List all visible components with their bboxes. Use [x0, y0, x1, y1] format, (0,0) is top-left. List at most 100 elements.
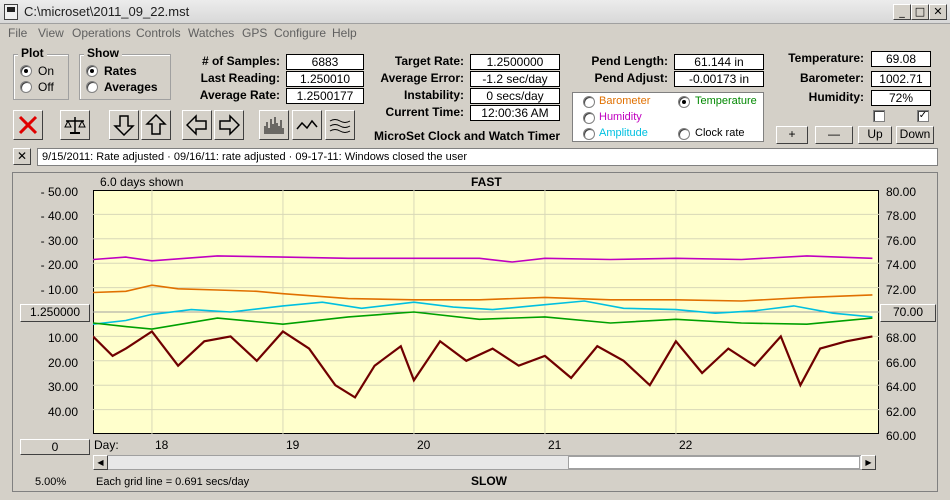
right-axis-tick: 60.00 — [886, 429, 917, 443]
left-arrow-button[interactable] — [182, 110, 212, 140]
pend-adjust-field: -0.00173 in — [674, 71, 764, 87]
menu-view[interactable]: View — [38, 26, 64, 40]
target-rate-label: Target Rate: — [394, 54, 464, 68]
menu-help[interactable]: Help — [332, 26, 357, 40]
menu-bar: File View Operations Controls Watches GP… — [0, 24, 950, 44]
barometer-radio[interactable] — [583, 96, 595, 108]
samples-field: 6883 — [286, 54, 364, 70]
show-averages-label: Averages — [104, 80, 158, 94]
window-title: C:\microset\2011_09_22.mst — [24, 4, 190, 19]
instability-label: Instability: — [403, 88, 464, 102]
maximize-button[interactable]: □ — [911, 4, 929, 20]
target-rate-field: 1.2500000 — [470, 54, 560, 70]
temperature-series — [93, 311, 873, 330]
line-graph-icon — [296, 119, 318, 130]
balance-scale-icon — [64, 117, 86, 134]
pend-length-label: Pend Length: — [591, 54, 668, 68]
plot-off-radio[interactable] — [20, 81, 32, 93]
humidity-checkbox-right[interactable]: ✓ — [917, 110, 929, 122]
left-axis-tick: 30.00 — [47, 380, 78, 395]
right-axis-tick: 64.00 — [886, 380, 917, 395]
histogram-icon — [264, 117, 284, 134]
left-center-value-box[interactable]: 1.250000 — [20, 304, 90, 322]
balance-button[interactable] — [60, 110, 90, 140]
temperature-field: 69.08 — [871, 51, 931, 67]
line-graph-button[interactable] — [292, 110, 322, 140]
pend-length-field: 61.144 in — [674, 54, 764, 70]
current-time-label: Current Time: — [385, 105, 464, 119]
temperature-radio[interactable] — [678, 96, 690, 108]
left-axis-tick: - 50.00 — [40, 185, 78, 199]
fast-label: FAST — [471, 175, 502, 189]
left-bottom-value-box[interactable]: 0 — [20, 439, 90, 455]
menu-configure[interactable]: Configure — [274, 26, 327, 40]
scale-down-button[interactable]: Down — [896, 126, 934, 144]
barometer-series — [93, 284, 873, 302]
show-averages-radio[interactable] — [86, 81, 98, 93]
pend-adjust-label: Pend Adjust: — [594, 71, 668, 85]
right-axis-tick: 72.00 — [886, 282, 917, 297]
scroll-left-icon[interactable]: ◀ — [93, 455, 108, 470]
barometer-label: Barometer: — [799, 71, 864, 85]
slow-label: SLOW — [471, 474, 507, 488]
day-tick-label: 19 — [285, 438, 300, 452]
scroll-thumb[interactable] — [568, 456, 860, 469]
average-error-label: Average Error: — [380, 71, 464, 85]
histogram-button[interactable] — [259, 110, 289, 140]
days-shown-label: 6.0 days shown — [100, 175, 184, 189]
clock-rate-option-label: Clock rate — [695, 127, 745, 139]
stop-button[interactable] — [13, 110, 43, 140]
left-axis-tick: 10.00 — [47, 331, 78, 346]
show-rates-radio[interactable] — [86, 65, 98, 77]
humidity-radio[interactable] — [583, 112, 595, 124]
left-axis-tick: - 30.00 — [40, 233, 78, 248]
close-button[interactable]: ✕ — [929, 4, 947, 20]
down-arrow-button[interactable] — [109, 110, 139, 140]
plot-on-radio[interactable] — [20, 65, 32, 77]
up-arrow-button[interactable] — [141, 110, 171, 140]
show-rates-label: Rates — [104, 64, 137, 78]
menu-file[interactable]: File — [8, 26, 28, 40]
scroll-right-icon[interactable]: ▶ — [861, 455, 876, 470]
right-axis-tick: 76.00 — [886, 233, 917, 248]
notes-field[interactable]: 9/15/2011: Rate adjusted · 09/16/11: rat… — [37, 148, 938, 166]
menu-watches[interactable]: Watches — [188, 26, 235, 40]
show-group-title: Show — [84, 46, 122, 60]
scale-plus-button[interactable]: + — [776, 126, 808, 144]
instability-field: 0 secs/day — [470, 88, 560, 104]
average-rate-field: 1.2500177 — [286, 88, 364, 104]
menu-gps[interactable]: GPS — [242, 26, 268, 40]
left-axis-tick: - 10.00 — [40, 282, 78, 297]
left-axis-tick: - 20.00 — [40, 258, 78, 273]
plot-off-label: Off — [38, 80, 54, 94]
app-icon — [4, 4, 18, 20]
app-name: MicroSet Clock and Watch Timer — [374, 129, 561, 143]
average-error-field: -1.2 sec/day — [470, 71, 560, 87]
day-tick-label: 22 — [678, 438, 693, 452]
left-axis-tick: - 40.00 — [40, 209, 78, 224]
right-axis-tick: 66.00 — [886, 355, 917, 370]
right-center-value-box[interactable]: 70.00 — [880, 304, 936, 322]
day-tick-label: 18 — [154, 438, 169, 452]
amplitude-radio[interactable] — [583, 128, 595, 140]
notes-close-button[interactable]: ✕ — [13, 148, 31, 165]
menu-controls[interactable]: Controls — [136, 26, 181, 40]
scale-up-button[interactable]: Up — [858, 126, 892, 144]
average-rate-label: Average Rate: — [199, 88, 280, 102]
grid-note: Each grid line = 0.691 secs/day — [96, 476, 250, 488]
minimize-button[interactable]: _ — [893, 4, 911, 20]
humidity-option-label: Humidity — [599, 111, 642, 123]
arrow-right-icon — [219, 114, 240, 136]
right-arrow-button[interactable] — [214, 110, 244, 140]
menu-operations[interactable]: Operations — [72, 26, 131, 40]
clock-rate-radio[interactable] — [678, 128, 690, 140]
day-tick-label: 20 — [416, 438, 431, 452]
left-axis-tick: 40.00 — [47, 404, 78, 419]
wave-button[interactable] — [325, 110, 355, 140]
humidity-checkbox-left[interactable] — [873, 110, 885, 122]
last-reading-field: 1.250010 — [286, 71, 364, 87]
current-time-field: 12:00:36 AM — [470, 105, 560, 121]
zoom-level: 5.00% — [35, 476, 67, 488]
scale-minus-button[interactable]: — — [815, 126, 853, 144]
humidity-series — [93, 255, 873, 263]
